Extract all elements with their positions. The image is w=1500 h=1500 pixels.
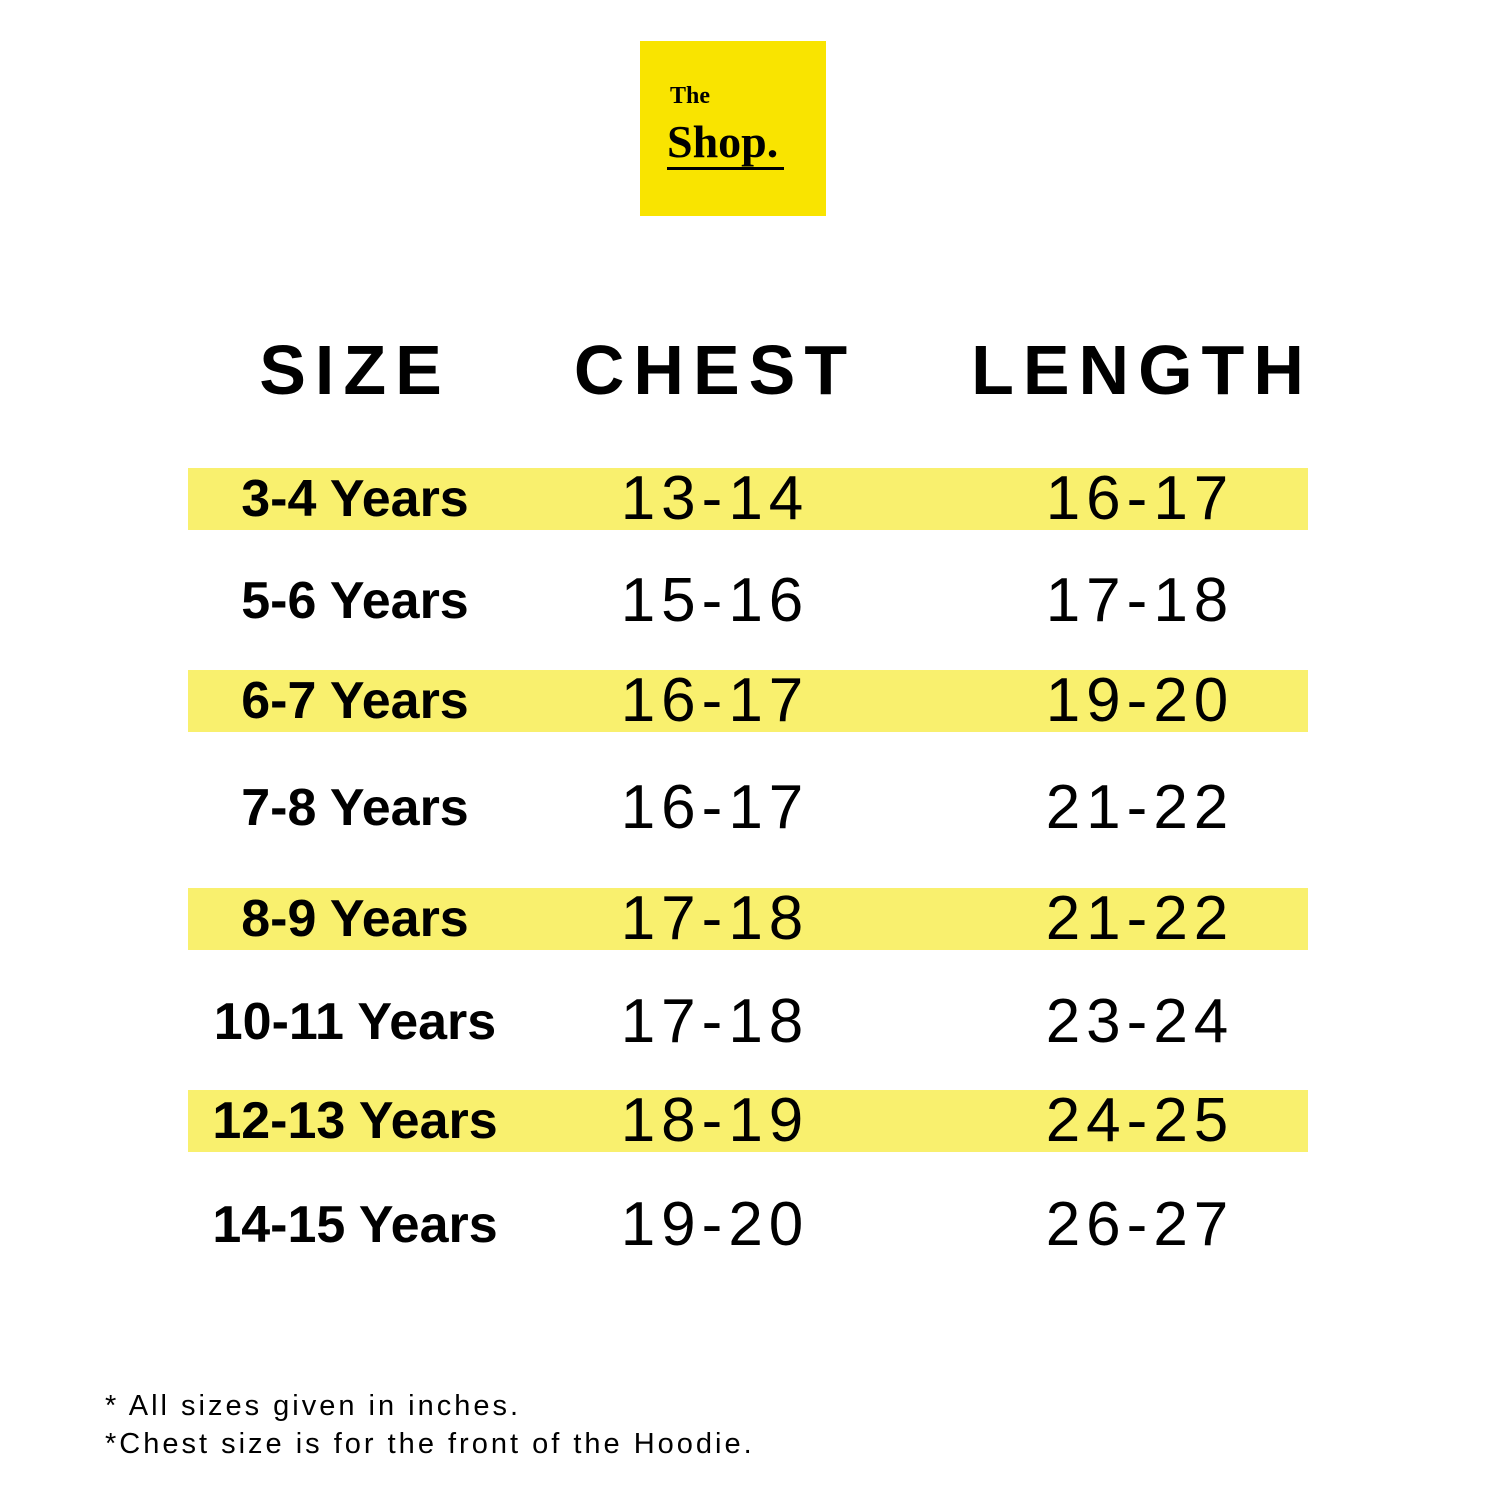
footnote: * All sizes given in inches. [105,1390,522,1422]
size-cell: 8-9 Years [241,890,469,948]
measure-cell: 19-20 [1045,666,1235,735]
measure-cell: 16-17 [1045,464,1235,533]
size-cell: 6-7 Years [241,672,469,730]
measure-cell: 23-24 [1045,987,1235,1056]
logo-text: Shop. [667,117,785,170]
measure-cell: 13-14 [620,464,810,533]
table-row: 12-13 Years 18-19 24-25 [188,1090,1308,1152]
logo: The Shop. [640,41,826,216]
measure-cell: 21-22 [1045,884,1235,953]
measure-cell: 17-18 [620,987,810,1056]
measure-cell: 18-19 [620,1086,810,1155]
size-cell: 12-13 Years [212,1092,498,1150]
measure-cell: 16-17 [620,773,810,842]
table-row: 7-8 Years 16-17 21-22 [188,777,1308,839]
table-row: 5-6 Years 15-16 17-18 [188,570,1308,632]
logo-text: The [670,83,711,109]
table-row: 6-7 Years 16-17 19-20 [188,670,1308,732]
measure-cell: 17-18 [620,884,810,953]
table-row: 10-11 Years 17-18 23-24 [188,991,1308,1053]
size-cell: 7-8 Years [241,779,469,837]
size-cell: 10-11 Years [213,993,497,1051]
measure-cell: 16-17 [620,666,810,735]
table-row: 3-4 Years 13-14 16-17 [188,468,1308,530]
measure-cell: 17-18 [1045,566,1235,635]
size-cell: 3-4 Years [241,470,469,528]
table-row: 14-15 Years 19-20 26-27 [188,1194,1308,1256]
column-header: LENGTH [971,331,1313,409]
column-header: CHEST [573,331,857,409]
size-cell: 14-15 Years [212,1196,498,1254]
column-header: SIZE [259,331,451,409]
measure-cell: 26-27 [1045,1190,1235,1259]
table-row: 8-9 Years 17-18 21-22 [188,888,1308,950]
measure-cell: 21-22 [1045,773,1235,842]
size-cell: 5-6 Years [241,572,469,630]
measure-cell: 24-25 [1045,1086,1235,1155]
footnote: *Chest size is for the front of the Hood… [105,1428,755,1460]
measure-cell: 19-20 [620,1190,810,1259]
measure-cell: 15-16 [620,566,810,635]
